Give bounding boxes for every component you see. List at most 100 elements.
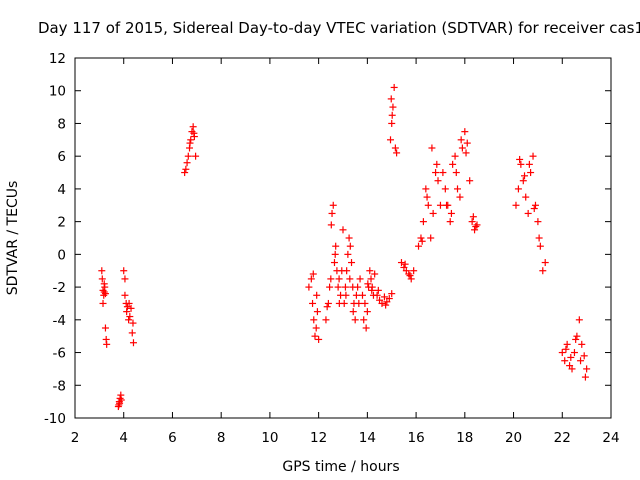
data-point	[581, 373, 589, 381]
data-point	[313, 308, 321, 316]
data-point	[462, 149, 470, 157]
data-point	[472, 223, 480, 231]
data-points	[98, 83, 591, 411]
data-point	[397, 259, 405, 267]
data-point	[422, 185, 430, 193]
data-point	[387, 95, 395, 103]
data-point	[385, 295, 393, 303]
data-point	[387, 136, 395, 144]
data-point	[374, 286, 382, 294]
data-point	[521, 172, 529, 180]
data-point	[305, 283, 313, 291]
data-point	[580, 352, 588, 360]
data-point	[410, 267, 418, 275]
data-point	[312, 324, 320, 332]
data-point	[417, 234, 425, 242]
data-point	[360, 316, 368, 324]
data-point	[114, 403, 122, 411]
data-point	[362, 324, 370, 332]
data-point	[324, 299, 332, 307]
data-point	[516, 155, 524, 163]
data-point	[335, 275, 343, 283]
data-point	[419, 218, 427, 226]
data-point	[307, 275, 315, 283]
data-point	[313, 291, 321, 299]
data-point	[121, 291, 129, 299]
data-point	[382, 301, 390, 309]
data-point	[405, 270, 413, 278]
data-point	[432, 169, 440, 177]
y-tick-label: 2	[57, 215, 66, 231]
data-point	[358, 291, 366, 299]
data-point	[406, 272, 414, 280]
chart-title: Day 117 of 2015, Sidereal Day-to-day VTE…	[38, 19, 640, 37]
data-point	[452, 169, 460, 177]
data-point	[570, 349, 578, 357]
data-point	[128, 329, 136, 337]
data-point	[117, 396, 125, 404]
data-point	[517, 160, 525, 168]
y-axis-label: SDTVAR / TECUs	[5, 181, 21, 296]
data-point	[340, 299, 348, 307]
data-point	[373, 291, 381, 299]
data-point	[344, 250, 352, 258]
y-tick-label: 0	[57, 247, 66, 263]
data-point	[466, 177, 474, 185]
x-tick-label: 14	[359, 430, 376, 446]
data-point	[355, 299, 363, 307]
data-point	[322, 316, 330, 324]
y-tick-label: -8	[53, 378, 66, 394]
data-point	[429, 209, 437, 217]
data-point	[469, 213, 477, 221]
data-point	[567, 353, 575, 361]
data-point	[323, 303, 331, 311]
x-tick-label: 18	[456, 430, 473, 446]
data-point	[451, 152, 459, 160]
data-point	[388, 111, 396, 119]
x-tick-label: 22	[554, 430, 571, 446]
x-tick-label: 10	[261, 430, 278, 446]
y-tick-label: -6	[53, 346, 66, 362]
data-point	[461, 128, 469, 136]
data-point	[536, 242, 544, 250]
data-point	[529, 152, 537, 160]
data-point	[389, 103, 397, 111]
data-point	[415, 242, 423, 250]
data-point	[120, 267, 128, 275]
data-point	[535, 234, 543, 242]
data-point	[129, 319, 137, 327]
data-point	[454, 185, 462, 193]
data-point	[439, 169, 447, 177]
data-point	[428, 144, 436, 152]
data-point	[380, 293, 388, 301]
data-point	[512, 201, 520, 209]
data-point	[363, 308, 371, 316]
data-point	[126, 313, 134, 321]
data-point	[315, 335, 323, 343]
data-point	[341, 283, 349, 291]
data-point	[558, 349, 566, 357]
data-point	[393, 149, 401, 157]
y-tick-label: 12	[49, 51, 66, 67]
data-point	[427, 234, 435, 242]
data-point	[578, 340, 586, 348]
data-point	[575, 316, 583, 324]
data-point	[568, 365, 576, 373]
data-point	[401, 260, 409, 268]
data-point	[530, 205, 538, 213]
x-tick-label: 6	[168, 430, 177, 446]
data-point	[458, 144, 466, 152]
data-point	[354, 283, 362, 291]
data-point	[187, 136, 195, 144]
data-point	[418, 237, 426, 245]
data-point	[522, 193, 530, 201]
data-point	[331, 250, 339, 258]
data-point	[125, 299, 133, 307]
data-point	[527, 169, 535, 177]
data-point	[100, 280, 108, 288]
data-point	[345, 234, 353, 242]
data-point	[447, 209, 455, 217]
data-point	[311, 332, 319, 340]
data-point	[583, 365, 591, 373]
